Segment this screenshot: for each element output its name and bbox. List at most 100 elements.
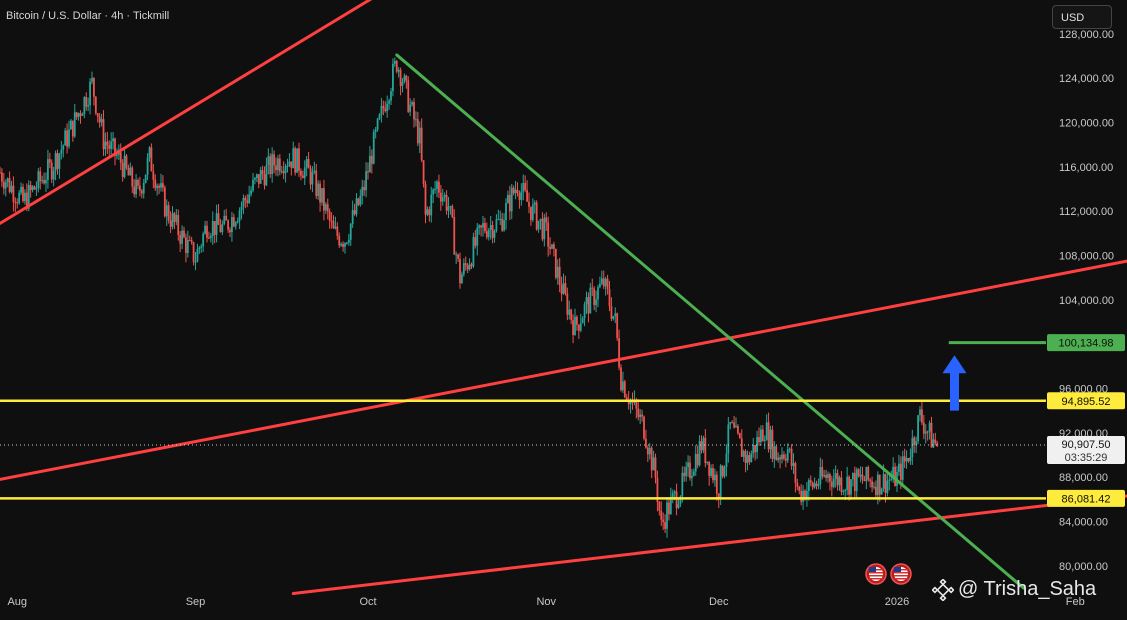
candle: [495, 219, 498, 231]
candle: [836, 473, 839, 486]
candle: [169, 220, 172, 227]
candle: [917, 415, 919, 442]
candle: [349, 223, 352, 240]
candle: [438, 181, 440, 193]
candle: [236, 220, 239, 223]
candle: [658, 502, 661, 511]
candle: [903, 456, 906, 462]
candle: [641, 414, 643, 417]
candle: [426, 209, 429, 215]
candle: [121, 162, 124, 177]
candle: [514, 189, 517, 194]
target-price-label-bg: [1047, 334, 1125, 352]
candle: [162, 183, 164, 188]
candle: [924, 431, 927, 434]
candle: [190, 240, 193, 243]
candle: [921, 409, 923, 423]
candle: [786, 449, 789, 461]
candle: [760, 429, 762, 443]
candle: [188, 239, 191, 241]
candle: [675, 491, 678, 508]
candle: [779, 457, 781, 460]
candle: [671, 493, 674, 497]
candle: [501, 218, 504, 231]
candle: [807, 480, 810, 491]
candle: [928, 422, 931, 432]
candle: [365, 171, 367, 191]
up-arrow-icon[interactable]: [942, 355, 967, 411]
candle: [334, 226, 337, 229]
candle: [292, 148, 295, 169]
candle: [478, 225, 481, 228]
flag-stripe: [869, 578, 883, 580]
candle: [574, 316, 576, 336]
candle: [899, 463, 902, 480]
candle: [738, 433, 741, 439]
candle: [800, 490, 803, 502]
candle: [932, 439, 935, 448]
time-tick-label: Feb: [1066, 596, 1085, 608]
candle: [357, 198, 360, 205]
candle: [269, 156, 272, 175]
candle: [244, 197, 247, 201]
price-tick-label: 124,000.00: [1059, 73, 1114, 85]
candle: [39, 171, 42, 182]
candle: [568, 309, 571, 315]
candle: [668, 502, 670, 515]
candle: [317, 183, 320, 196]
flag-stripe: [894, 578, 908, 580]
candle: [859, 474, 862, 477]
candle: [186, 239, 189, 254]
channel-upper-line[interactable]: [0, 0, 374, 225]
candle: [890, 478, 893, 480]
candle: [261, 170, 264, 175]
candle: [430, 194, 433, 216]
event-icons[interactable]: [865, 563, 912, 585]
candle: [535, 202, 538, 230]
countdown-label: 03:35:29: [1065, 452, 1108, 464]
time-axis[interactable]: Aug Sep Oct Nov Dec 2026 Feb: [7, 596, 1084, 608]
candle: [267, 156, 270, 166]
candle: [583, 304, 586, 319]
candle: [380, 105, 383, 115]
candle: [255, 174, 258, 179]
us-economic-event-icon[interactable]: [890, 563, 912, 585]
currency-button[interactable]: USD: [1052, 5, 1112, 29]
candle: [637, 408, 640, 418]
candle: [367, 171, 369, 173]
candle: [27, 185, 30, 209]
flag-stripe: [869, 572, 883, 574]
price-axis[interactable]: 80,000.0084,000.0088,000.0092,000.0096,0…: [1059, 29, 1114, 573]
candle: [572, 320, 574, 336]
candle: [259, 170, 262, 184]
candle: [505, 203, 507, 221]
candle: [215, 213, 218, 235]
candle: [470, 264, 473, 267]
channel-lower-line[interactable]: [291, 494, 1127, 596]
us-economic-event-icon[interactable]: [865, 563, 887, 585]
candle: [648, 447, 651, 455]
candle: [326, 204, 329, 212]
candle: [390, 91, 392, 101]
candle: [809, 480, 812, 483]
candle: [154, 179, 157, 189]
candle: [66, 130, 68, 147]
candle: [880, 488, 883, 495]
candle: [464, 263, 467, 266]
channel-middle-line[interactable]: [0, 259, 1127, 481]
candle: [376, 118, 379, 130]
candle: [106, 141, 109, 146]
candle: [219, 224, 222, 233]
candle: [1, 172, 3, 182]
candle: [453, 217, 456, 255]
candle: [22, 186, 24, 202]
candle: [146, 157, 149, 175]
candle: [231, 217, 233, 233]
candle: [604, 278, 607, 287]
drawings-layer[interactable]: [0, 0, 1127, 596]
candle: [522, 182, 525, 192]
candle: [171, 213, 174, 227]
candle: [489, 224, 492, 230]
